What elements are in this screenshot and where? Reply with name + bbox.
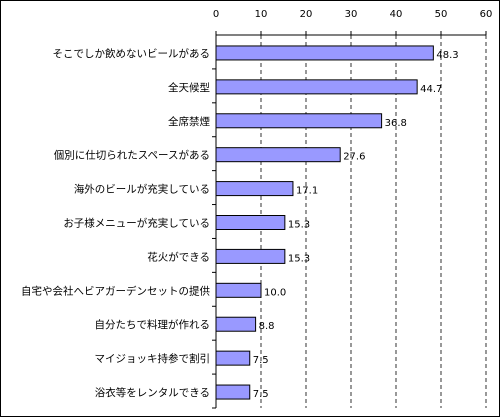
x-tick-label-0: 0 — [213, 9, 219, 20]
category-label-3: 個別に仕切られたスペースがある — [54, 149, 210, 162]
value-label-8: 8.8 — [259, 321, 275, 332]
bar-0 — [215, 45, 434, 61]
x-tick-label-40: 40 — [390, 9, 403, 20]
bar-7 — [215, 282, 262, 298]
category-label-2: 全席禁煙 — [168, 115, 210, 128]
value-label-9: 7.5 — [253, 355, 269, 366]
value-label-6: 15.3 — [288, 253, 310, 264]
category-label-1: 全天候型 — [168, 81, 210, 94]
category-label-8: 自分たちで料理が作れる — [95, 318, 211, 331]
bar-2 — [215, 113, 383, 129]
x-tick-label-50: 50 — [435, 9, 448, 20]
category-label-4: 海外のビールが充実している — [74, 183, 210, 196]
bar-8 — [215, 316, 257, 332]
value-label-10: 7.5 — [253, 389, 269, 400]
category-label-9: マイジョッキ持参で割引 — [95, 352, 211, 365]
value-label-7: 10.0 — [264, 287, 286, 298]
bar-4 — [215, 181, 294, 197]
x-tick-labels: 0 10 20 30 40 50 60 — [213, 9, 493, 20]
bar-1 — [215, 79, 418, 95]
bar-3 — [215, 147, 341, 163]
value-label-0: 48.3 — [436, 50, 458, 61]
bar-10 — [215, 384, 251, 400]
category-labels: そこでしか飲めないビールがある全天候型全席禁煙個別に仕切られたスペースがある海外… — [21, 47, 210, 399]
category-label-7: 自宅や会社へビアガーデンセットの提供 — [21, 284, 210, 297]
x-tick-label-30: 30 — [345, 9, 358, 20]
category-label-5: お子様メニューが充実している — [63, 217, 210, 230]
x-tick-label-20: 20 — [300, 9, 313, 20]
value-labels: 48.3 44.7 36.8 27.6 17.1 15.3 15.3 10.0 8.8 7.5 7.… — [253, 50, 459, 400]
bars — [215, 45, 434, 400]
value-label-1: 44.7 — [420, 84, 442, 95]
value-label-5: 15.3 — [288, 220, 310, 231]
bar-6 — [215, 248, 286, 264]
grid-lines — [260, 35, 487, 408]
x-tick-label-60: 60 — [480, 9, 493, 20]
bar-5 — [215, 215, 286, 230]
category-label-0: そこでしか飲めないビールがある — [53, 47, 211, 60]
category-label-6: 花火ができる — [147, 250, 210, 263]
category-label-10: 浴衣等をレンタルできる — [95, 386, 210, 399]
value-label-4: 17.1 — [296, 186, 318, 197]
axes — [212, 31, 487, 409]
value-label-3: 27.6 — [343, 152, 365, 163]
value-label-2: 36.8 — [385, 118, 407, 129]
x-tick-label-10: 10 — [255, 9, 268, 20]
bar-9 — [215, 350, 251, 366]
